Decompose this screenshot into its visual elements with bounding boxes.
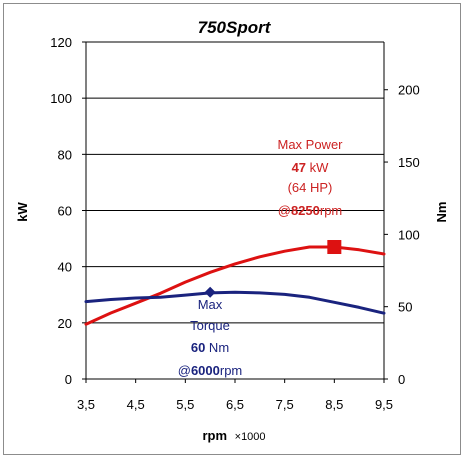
max-torque-value-line: 60 Nm bbox=[191, 340, 229, 355]
max-power-rpm-line: @8250rpm bbox=[278, 203, 343, 218]
x-tick-label: 8,5 bbox=[325, 397, 343, 412]
max-power-value: 47 bbox=[292, 160, 306, 175]
max-torque-rpm-value: 6000 bbox=[191, 363, 220, 378]
y-tick-label-left: 40 bbox=[58, 260, 72, 275]
torque-curve bbox=[84, 290, 386, 315]
max-torque-title-2: Torque bbox=[190, 318, 230, 333]
x-tick-label: 3,5 bbox=[77, 397, 95, 412]
chart-title: 750Sport bbox=[198, 18, 272, 37]
max-torque-annotation: Max Torque 60 Nm @6000rpm bbox=[178, 297, 243, 378]
max-torque-value: 60 bbox=[191, 340, 205, 355]
y-ticks-right: 0 50 100 150 200 bbox=[384, 83, 420, 387]
x-tick-label: 6,5 bbox=[226, 397, 244, 412]
chart-frame bbox=[3, 3, 461, 455]
max-torque-marker bbox=[204, 286, 216, 298]
max-torque-title-1: Max bbox=[198, 297, 223, 312]
x-axis-label-suffix: ×1000 bbox=[235, 431, 266, 443]
y-tick-label-right: 50 bbox=[398, 300, 412, 315]
y-tick-label-right: 200 bbox=[398, 83, 420, 98]
max-power-rpm-value: 8250 bbox=[291, 203, 320, 218]
max-power-at: @ bbox=[278, 203, 291, 218]
x-tick-label: 4,5 bbox=[127, 397, 145, 412]
y-axis-label-left: kW bbox=[15, 202, 30, 222]
x-tick-label: 7,5 bbox=[276, 397, 294, 412]
max-power-unit: kW bbox=[306, 160, 329, 175]
max-power-marker bbox=[327, 240, 342, 255]
power-curve bbox=[84, 245, 386, 326]
y-tick-label-right: 0 bbox=[398, 372, 405, 387]
y-tick-label-left: 20 bbox=[58, 316, 72, 331]
max-torque-at: @ bbox=[178, 363, 191, 378]
y-ticks-left: 0 20 40 60 80 100 120 bbox=[50, 35, 86, 387]
series-group bbox=[84, 245, 386, 326]
y-axis-label-right: Nm bbox=[434, 202, 449, 223]
markers-group bbox=[204, 240, 342, 298]
x-tick-label: 9,5 bbox=[375, 397, 393, 412]
y-tick-label-right: 100 bbox=[398, 227, 420, 242]
y-tick-label-left: 100 bbox=[50, 91, 72, 106]
grid bbox=[86, 41, 384, 324]
max-power-annotation: Max Power 47 kW (64 HP) @8250rpm bbox=[277, 137, 343, 218]
x-tick-label: 5,5 bbox=[176, 397, 194, 412]
max-torque-unit: Nm bbox=[205, 340, 229, 355]
max-power-title: Max Power bbox=[277, 137, 343, 152]
y-tick-label-left: 120 bbox=[50, 35, 72, 50]
x-ticks: 3,5 4,5 5,5 6,5 7,5 8,5 9,5 bbox=[77, 379, 393, 412]
max-power-hp: (64 HP) bbox=[288, 180, 333, 195]
y-tick-label-left: 80 bbox=[58, 147, 72, 162]
y-tick-label-left: 0 bbox=[65, 372, 72, 387]
x-axis-label-main: rpm bbox=[202, 428, 227, 443]
y-tick-label-left: 60 bbox=[58, 204, 72, 219]
y-tick-label-right: 150 bbox=[398, 155, 420, 170]
max-power-rpm-unit: rpm bbox=[320, 203, 342, 218]
max-torque-rpm-unit: rpm bbox=[220, 363, 242, 378]
max-power-value-line: 47 kW bbox=[292, 160, 330, 175]
max-torque-rpm-line: @6000rpm bbox=[178, 363, 243, 378]
x-axis-label: rpm ×1000 bbox=[202, 428, 265, 443]
